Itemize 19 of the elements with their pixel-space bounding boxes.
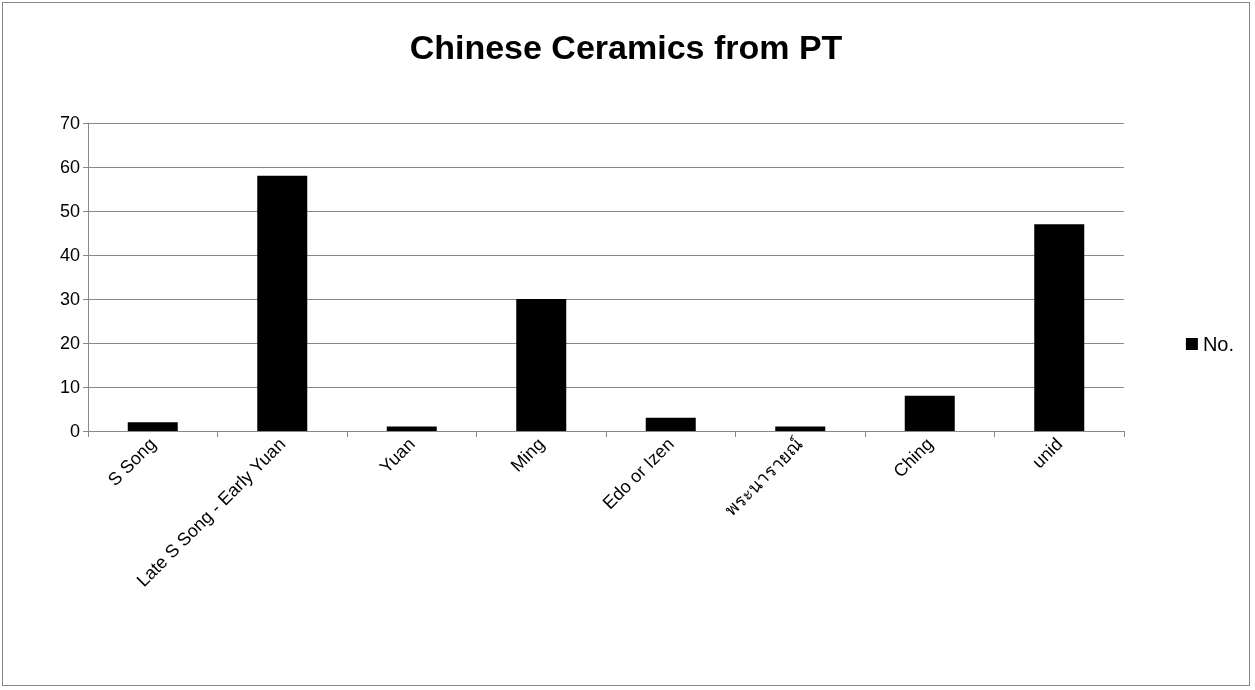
x-tick-label: Edo or Izen <box>598 433 678 514</box>
y-tick-label: 10 <box>59 377 80 397</box>
chart-title: Chinese Ceramics from PT <box>409 28 843 66</box>
y-tick-label: 0 <box>69 421 80 441</box>
bar <box>1034 224 1085 431</box>
bar <box>645 417 696 431</box>
y-tick-label: 20 <box>59 333 80 353</box>
legend-label: No. <box>1202 333 1234 355</box>
y-tick-label: 30 <box>59 289 80 309</box>
y-tick-label: 40 <box>59 245 80 265</box>
bar <box>775 426 826 431</box>
bar <box>386 426 437 431</box>
bar <box>516 299 567 431</box>
y-tick-label: 70 <box>59 113 80 133</box>
y-tick-label: 60 <box>59 157 80 177</box>
bar <box>257 175 308 431</box>
y-tick-label: 50 <box>59 201 80 221</box>
bar <box>127 422 178 431</box>
bar <box>904 395 955 431</box>
